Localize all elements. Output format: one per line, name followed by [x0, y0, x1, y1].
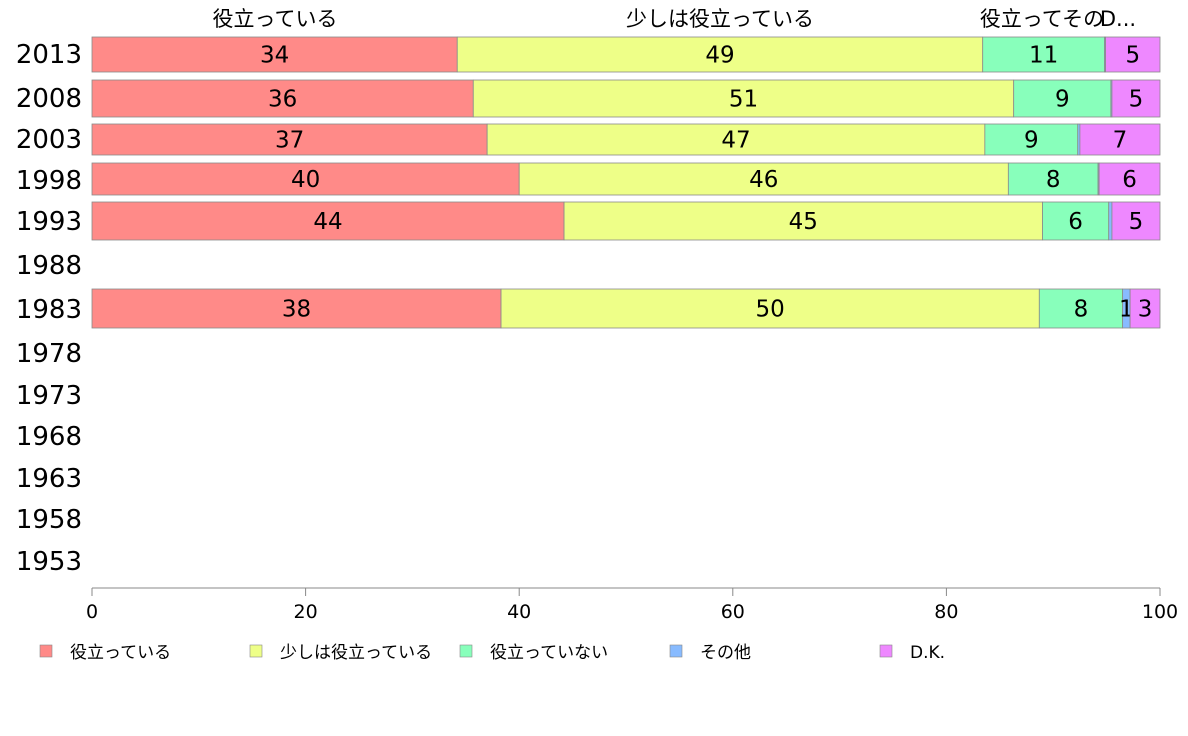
year-label: 1983 [16, 295, 82, 325]
x-tick-label: 0 [86, 601, 98, 623]
legend-label: D.K. [910, 643, 945, 663]
data-label: 38 [282, 297, 311, 323]
data-label: 5 [1125, 43, 1140, 69]
top-series-label: 役立ってその [980, 7, 1104, 31]
x-tick-label: 80 [934, 601, 958, 623]
top-series-label: 役立っている [213, 7, 338, 31]
bar-segment [91, 201, 565, 241]
legend-label: 役立っている [70, 643, 171, 663]
year-label: 1953 [16, 547, 82, 577]
legend-swatch [879, 644, 893, 658]
data-label: 6 [1068, 209, 1083, 235]
legend-label: 少しは役立っている [280, 643, 432, 663]
year-label: 1998 [16, 166, 82, 196]
bar-segment [1038, 288, 1124, 329]
bar-segment [1108, 201, 1113, 241]
bar-segment [1013, 79, 1112, 118]
x-tick-label: 40 [507, 601, 531, 623]
x-tick-label: 100 [1142, 601, 1178, 623]
bar-segment [472, 79, 1015, 118]
legend-swatch [39, 644, 53, 658]
bar-segment [1007, 162, 1099, 196]
data-label: 50 [756, 297, 785, 323]
legend-swatch [669, 644, 683, 658]
legend-swatch [459, 644, 473, 658]
year-label: 1968 [16, 422, 82, 452]
year-label: 1963 [16, 464, 82, 494]
legend-label: 役立っていない [490, 643, 608, 663]
data-label: 9 [1024, 128, 1039, 154]
bar-segment [1111, 201, 1161, 241]
data-label: 11 [1029, 43, 1058, 69]
year-label: 1993 [16, 207, 82, 237]
data-label: 34 [260, 43, 289, 69]
data-label: 5 [1129, 209, 1144, 235]
bar-segment [500, 288, 1040, 329]
legend-label: その他 [700, 643, 751, 663]
data-label: 3 [1138, 297, 1153, 323]
bar-segment [91, 123, 488, 156]
data-label: 47 [721, 128, 750, 154]
year-label: 2003 [16, 125, 82, 155]
data-label: 7 [1113, 128, 1128, 154]
bar-segment [91, 288, 502, 329]
bar-segment [1042, 201, 1110, 241]
year-label: 1973 [16, 381, 82, 411]
data-label: 36 [268, 87, 297, 113]
bar-segment [91, 36, 458, 73]
year-label: 1958 [16, 505, 82, 535]
bar-segment [982, 36, 1105, 73]
bar-segment [91, 79, 474, 118]
year-label: 2008 [16, 84, 82, 114]
bar-segment [1111, 79, 1161, 118]
year-label: 1988 [16, 251, 82, 281]
data-label: 6 [1122, 167, 1137, 193]
data-label: 9 [1055, 87, 1070, 113]
data-label: 49 [705, 43, 734, 69]
data-label: 40 [291, 167, 320, 193]
data-label: 45 [789, 209, 818, 235]
data-label: 51 [729, 87, 758, 113]
x-tick-label: 60 [721, 601, 745, 623]
data-label: 8 [1074, 297, 1089, 323]
bar-segment [91, 162, 520, 196]
data-label: 5 [1129, 87, 1144, 113]
bar-segment [984, 123, 1079, 156]
bar-segment [456, 36, 984, 73]
x-tick-label: 20 [294, 601, 318, 623]
bar-segment [1098, 162, 1161, 196]
top-series-label: 少しは役立っている [626, 7, 814, 31]
data-label: 37 [275, 128, 304, 154]
bar-segment [1105, 36, 1161, 73]
bar-segment [1129, 288, 1161, 329]
data-label: 44 [313, 209, 342, 235]
legend-swatch [249, 644, 263, 658]
bar-segment [563, 201, 1043, 241]
data-label: 46 [749, 167, 778, 193]
year-label: 2013 [16, 40, 82, 70]
year-label: 1978 [16, 339, 82, 369]
top-series-label: D... [1100, 7, 1136, 31]
bar-segment [1079, 123, 1161, 156]
data-label: 8 [1046, 167, 1061, 193]
